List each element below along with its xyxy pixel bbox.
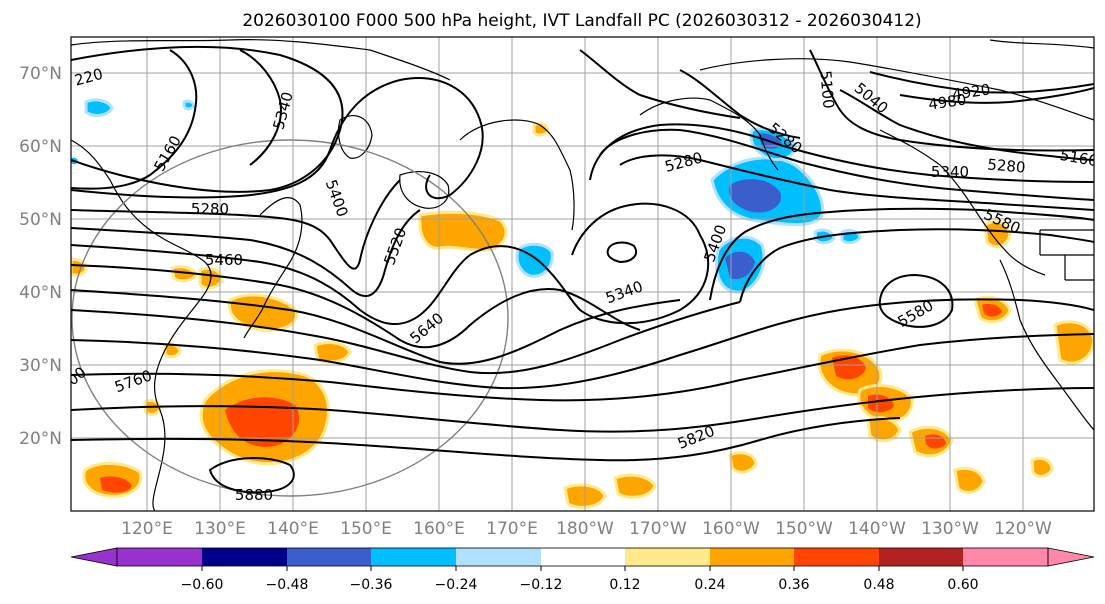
lon-label: 180°W xyxy=(556,519,614,539)
contour-label: 5340 xyxy=(931,163,969,181)
colorbar-bin xyxy=(541,548,625,566)
lon-label: 150°W xyxy=(775,519,833,539)
lat-label: 20°N xyxy=(19,429,62,449)
longitude-labels: 120°E 130°E 140°E 150°E 160°E 170°E 180°… xyxy=(121,519,1052,539)
contour-label: 5880 xyxy=(235,486,273,504)
contour-label: 5100 xyxy=(816,70,837,110)
height-contours xyxy=(71,45,1094,494)
lon-label: 130°W xyxy=(921,519,979,539)
colorbar-bin xyxy=(456,548,541,566)
map-border xyxy=(70,36,1095,512)
colorbar-tick-label: −0.60 xyxy=(181,577,224,593)
colorbar-bin xyxy=(202,548,287,566)
lon-label: 170°E xyxy=(486,519,538,539)
lat-label: 30°N xyxy=(19,356,62,376)
colorbar-bin xyxy=(710,548,794,566)
contour-label: 4980 xyxy=(927,90,967,113)
lat-label: 40°N xyxy=(19,283,62,303)
colorbar-tick-label: −0.12 xyxy=(520,577,563,593)
colorbar-tick-label: 0.60 xyxy=(947,577,978,593)
colorbar-tick-label: 0.48 xyxy=(863,577,894,593)
lon-label: 160°E xyxy=(413,519,465,539)
lon-label: 140°E xyxy=(267,519,319,539)
colorbar-bin xyxy=(371,548,456,566)
lon-label: 130°E xyxy=(194,519,246,539)
lon-label: 170°W xyxy=(629,519,687,539)
colorbar-tick-label: −0.48 xyxy=(266,577,309,593)
latitude-labels: 70°N 60°N 50°N 40°N 30°N 20°N xyxy=(19,64,62,449)
lon-label: 120°E xyxy=(121,519,173,539)
lat-label: 70°N xyxy=(19,64,62,84)
landfall-circle xyxy=(71,139,509,497)
map-gridlines xyxy=(71,37,1094,511)
colorbar-extend-high xyxy=(1047,547,1095,567)
lon-label: 120°W xyxy=(994,519,1052,539)
ivt-positive-shading xyxy=(71,122,1094,509)
contour-label: 5460 xyxy=(205,251,243,269)
colorbar-bin xyxy=(879,548,963,566)
lon-label: 160°W xyxy=(702,519,760,539)
colorbar: −0.60 −0.48 −0.36 −0.24 −0.12 0.12 0.24 … xyxy=(70,547,1095,593)
colorbar-ticks xyxy=(201,566,964,571)
colorbar-tick-label: 0.12 xyxy=(609,577,640,593)
colorbar-tick-label: 0.36 xyxy=(778,577,809,593)
colorbar-tick-label: −0.36 xyxy=(350,577,393,593)
colorbar-bin xyxy=(625,548,710,566)
colorbar-tick-label: −0.24 xyxy=(435,577,478,593)
colorbar-outline xyxy=(116,547,1049,567)
lat-label: 50°N xyxy=(19,210,62,230)
colorbar-bin xyxy=(287,548,371,566)
figure-title: 2026030100 F000 500 hPa height, IVT Land… xyxy=(242,11,921,31)
colorbar-tick-label: 0.24 xyxy=(694,577,725,593)
colorbar-bin xyxy=(794,548,879,566)
lon-label: 150°E xyxy=(340,519,392,539)
map-panel: 220 5160 5280 5460 5340 5400 5520 5640 5… xyxy=(71,37,1094,511)
lat-label: 60°N xyxy=(19,137,62,157)
contour-label: 5280 xyxy=(191,200,229,218)
contour-label: 5280 xyxy=(987,155,1027,176)
colorbar-extend-low xyxy=(70,547,118,567)
lon-label: 140°W xyxy=(848,519,906,539)
contour-label: 4920 xyxy=(951,80,991,103)
colorbar-bin xyxy=(117,548,202,566)
colorbar-bin xyxy=(963,548,1048,566)
